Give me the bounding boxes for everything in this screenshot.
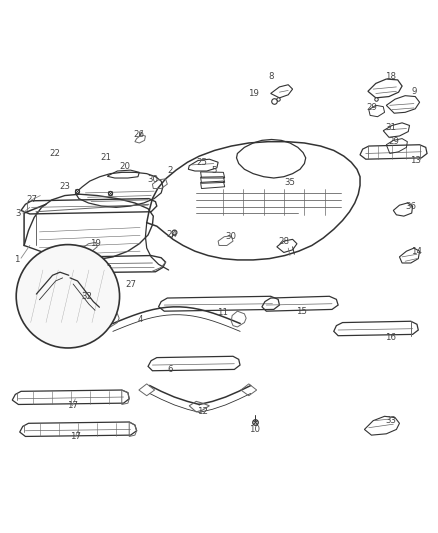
Text: 22: 22 — [49, 149, 60, 158]
Text: 28: 28 — [278, 237, 290, 246]
Text: 29: 29 — [388, 137, 399, 146]
Text: 4: 4 — [138, 314, 143, 324]
Text: 21: 21 — [100, 154, 112, 163]
Text: 19: 19 — [248, 89, 258, 98]
Text: 35: 35 — [284, 178, 296, 187]
Text: 31: 31 — [385, 123, 396, 132]
Text: 17: 17 — [70, 432, 81, 441]
Text: 9: 9 — [411, 87, 417, 96]
Text: 15: 15 — [296, 306, 307, 316]
Text: 32: 32 — [81, 292, 92, 301]
Text: 25: 25 — [197, 158, 208, 167]
Text: 13: 13 — [410, 156, 421, 165]
Text: 3: 3 — [16, 209, 21, 219]
Text: 18: 18 — [385, 72, 396, 81]
Text: 12: 12 — [197, 407, 208, 416]
Text: 10: 10 — [249, 425, 261, 434]
Circle shape — [16, 245, 120, 348]
Text: 20: 20 — [119, 162, 131, 171]
Text: 30: 30 — [147, 175, 158, 184]
Text: 14: 14 — [410, 247, 422, 256]
Text: 8: 8 — [268, 72, 273, 81]
Text: 6: 6 — [167, 365, 173, 374]
Text: 2: 2 — [167, 166, 173, 175]
Text: 33: 33 — [385, 416, 396, 425]
Text: 27: 27 — [125, 280, 136, 289]
Text: 19: 19 — [90, 239, 101, 248]
Text: 1: 1 — [14, 255, 19, 264]
Text: 11: 11 — [217, 308, 228, 317]
Text: 26: 26 — [134, 130, 145, 139]
Text: 27: 27 — [26, 196, 37, 205]
Text: 29: 29 — [366, 103, 377, 112]
Text: 24: 24 — [166, 230, 177, 239]
Text: 30: 30 — [226, 232, 237, 241]
Text: 16: 16 — [385, 333, 396, 342]
Text: 23: 23 — [59, 182, 71, 191]
Text: 17: 17 — [67, 401, 78, 410]
Text: 5: 5 — [211, 166, 216, 175]
Text: 36: 36 — [405, 201, 417, 211]
